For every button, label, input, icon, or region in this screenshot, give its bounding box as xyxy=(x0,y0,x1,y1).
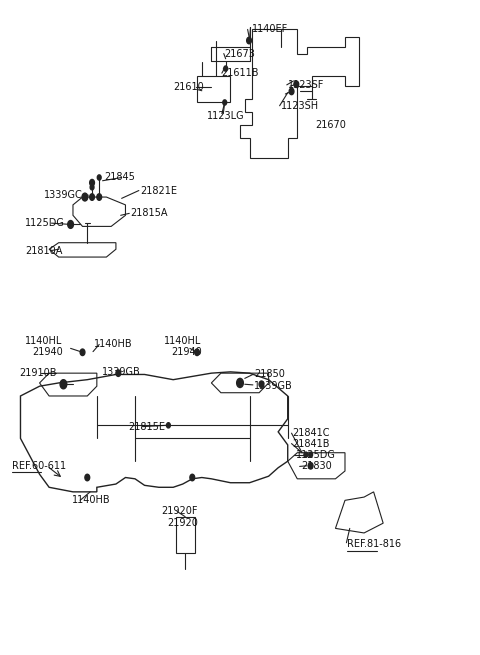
Text: 1339GB: 1339GB xyxy=(254,381,293,391)
Text: 21815E: 21815E xyxy=(128,422,165,432)
Text: 21845: 21845 xyxy=(104,172,135,183)
Text: REF.81-816: REF.81-816 xyxy=(348,539,401,549)
Text: 21850: 21850 xyxy=(254,369,285,379)
Text: 1339GC: 1339GC xyxy=(44,190,83,200)
Text: 1140HL: 1140HL xyxy=(25,335,62,346)
Text: 21815A: 21815A xyxy=(130,208,168,218)
Circle shape xyxy=(289,88,294,95)
Text: 1123LG: 1123LG xyxy=(206,111,244,121)
Text: REF.60-611: REF.60-611 xyxy=(12,460,66,471)
Text: 21841C: 21841C xyxy=(292,428,330,438)
Circle shape xyxy=(90,179,95,186)
Circle shape xyxy=(223,100,227,105)
Text: 21610: 21610 xyxy=(173,83,204,92)
Circle shape xyxy=(85,474,90,481)
Circle shape xyxy=(247,37,252,44)
Text: 21920F: 21920F xyxy=(161,506,198,516)
Text: 1339GB: 1339GB xyxy=(102,367,140,377)
Text: 21611B: 21611B xyxy=(221,68,258,78)
Text: 1125DG: 1125DG xyxy=(25,218,65,228)
Bar xyxy=(197,77,230,102)
Circle shape xyxy=(68,221,73,229)
Circle shape xyxy=(60,380,67,389)
Text: 1140HB: 1140HB xyxy=(95,339,133,350)
Circle shape xyxy=(97,194,102,200)
Circle shape xyxy=(190,474,195,481)
Text: 21940: 21940 xyxy=(171,346,202,356)
Circle shape xyxy=(259,381,264,388)
Circle shape xyxy=(80,349,85,356)
Circle shape xyxy=(237,379,243,388)
Text: 21910B: 21910B xyxy=(20,368,57,378)
Text: 21920: 21920 xyxy=(168,518,198,528)
Text: 21810A: 21810A xyxy=(25,246,62,255)
Text: 21940: 21940 xyxy=(33,346,63,356)
Text: 1140HB: 1140HB xyxy=(72,495,111,506)
Bar xyxy=(176,517,195,553)
Circle shape xyxy=(294,81,299,88)
Circle shape xyxy=(304,452,308,457)
Circle shape xyxy=(116,370,120,377)
Circle shape xyxy=(97,175,101,180)
Text: 1140EF: 1140EF xyxy=(252,24,288,34)
Circle shape xyxy=(82,193,88,201)
Text: 1140HL: 1140HL xyxy=(164,335,201,346)
Circle shape xyxy=(90,185,94,190)
Text: 21670: 21670 xyxy=(315,121,346,130)
Circle shape xyxy=(90,194,95,200)
Text: 21673: 21673 xyxy=(225,48,256,58)
Circle shape xyxy=(308,462,313,469)
Circle shape xyxy=(167,422,170,428)
Text: 21821E: 21821E xyxy=(140,185,177,196)
Circle shape xyxy=(309,452,312,457)
Text: 1125DG: 1125DG xyxy=(296,450,336,460)
Text: 21841B: 21841B xyxy=(292,439,330,449)
Text: 1123SH: 1123SH xyxy=(281,101,319,111)
Circle shape xyxy=(224,66,228,71)
Circle shape xyxy=(195,349,199,356)
Text: 21830: 21830 xyxy=(301,461,332,472)
Text: 1123SF: 1123SF xyxy=(288,80,324,90)
